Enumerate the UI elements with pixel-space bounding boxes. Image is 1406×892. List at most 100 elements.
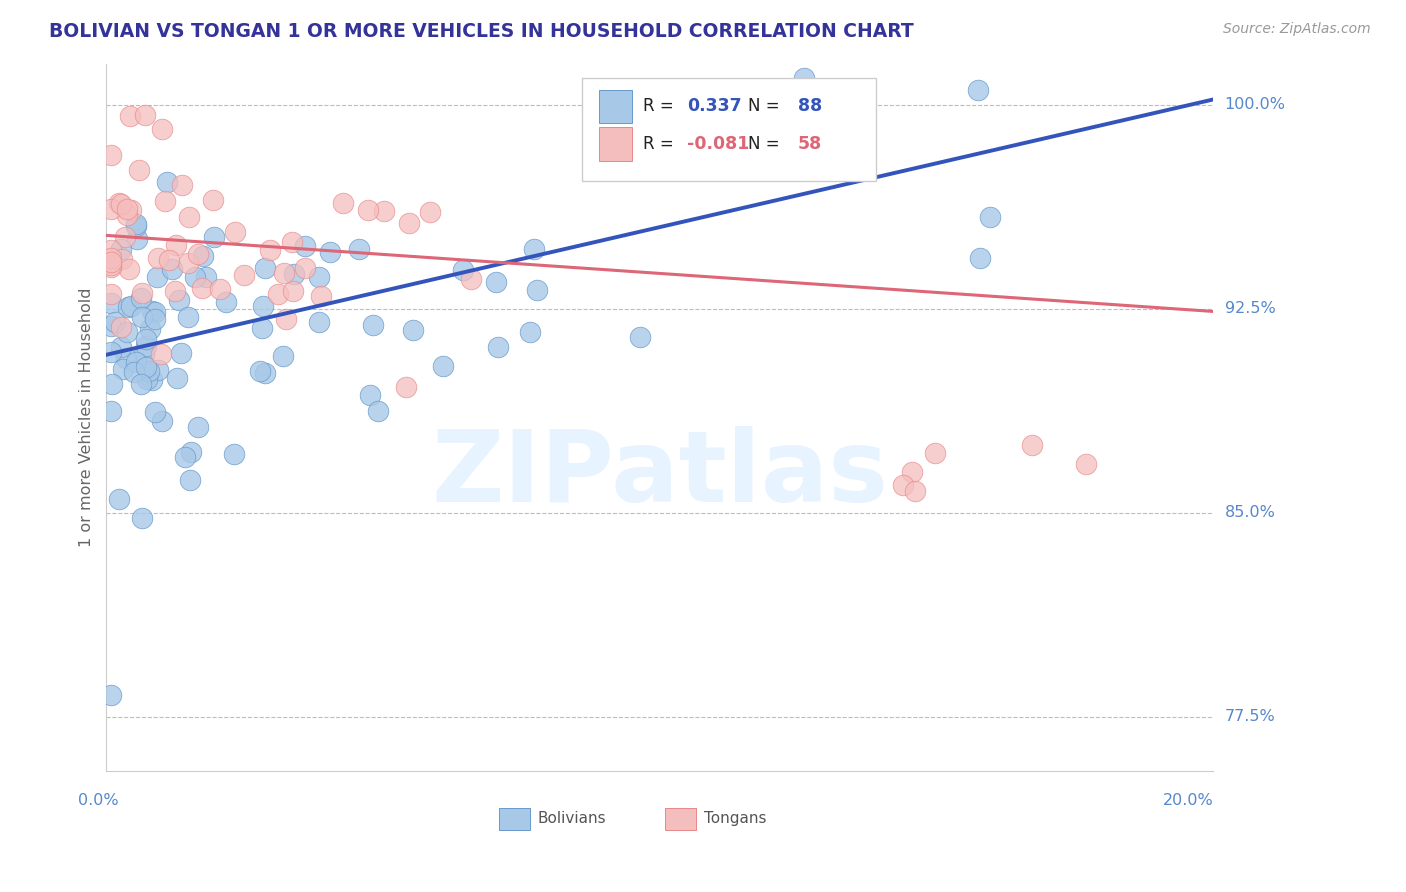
Point xyxy=(523,242,546,256)
Point xyxy=(100,148,122,162)
Text: BOLIVIAN VS TONGAN 1 OR MORE VEHICLES IN HOUSEHOLD CORRELATION CHART: BOLIVIAN VS TONGAN 1 OR MORE VEHICLES IN… xyxy=(49,22,914,41)
Point xyxy=(143,405,166,419)
Point xyxy=(793,70,815,85)
Point xyxy=(146,270,169,285)
Point xyxy=(177,256,200,270)
Point xyxy=(127,231,149,245)
FancyBboxPatch shape xyxy=(582,78,876,181)
Point xyxy=(191,249,214,263)
Point xyxy=(100,345,122,359)
Point xyxy=(191,280,214,294)
Point xyxy=(209,281,232,295)
Point xyxy=(111,252,134,267)
Point xyxy=(250,321,273,335)
Point xyxy=(135,359,157,374)
Point xyxy=(704,91,727,105)
Point xyxy=(138,364,160,378)
Text: Source: ZipAtlas.com: Source: ZipAtlas.com xyxy=(1223,22,1371,37)
Point xyxy=(100,688,122,702)
Point xyxy=(115,326,138,340)
Point xyxy=(163,284,186,298)
Point xyxy=(195,270,218,285)
Point xyxy=(115,208,138,222)
Point xyxy=(273,349,295,363)
Point xyxy=(451,262,474,277)
Point xyxy=(131,511,153,525)
Point xyxy=(967,83,990,97)
Point xyxy=(117,300,139,314)
Point xyxy=(129,292,152,306)
Point xyxy=(141,372,163,386)
Point xyxy=(165,238,187,252)
Point xyxy=(153,194,176,208)
Text: 88: 88 xyxy=(799,97,823,115)
Point xyxy=(125,219,148,233)
Point xyxy=(294,239,316,253)
Point xyxy=(281,285,304,299)
Point xyxy=(110,196,132,211)
Point xyxy=(202,193,225,207)
Point xyxy=(143,305,166,319)
Point xyxy=(131,286,153,301)
Point xyxy=(904,483,927,498)
Point xyxy=(259,243,281,257)
Point xyxy=(460,272,482,286)
Point xyxy=(115,351,138,366)
Point xyxy=(273,266,295,280)
Point xyxy=(100,287,122,301)
Point xyxy=(173,450,195,464)
Point xyxy=(100,260,122,274)
Point xyxy=(891,478,914,492)
Text: Bolivians: Bolivians xyxy=(537,812,606,827)
Point xyxy=(359,388,381,402)
Text: ZIPatlas: ZIPatlas xyxy=(432,425,889,523)
Point xyxy=(283,267,305,281)
Point xyxy=(347,242,370,256)
Point xyxy=(131,310,153,324)
Point xyxy=(108,195,131,210)
Point xyxy=(311,289,333,303)
Point xyxy=(143,312,166,326)
Point xyxy=(628,330,651,344)
Point xyxy=(924,446,946,460)
Point xyxy=(107,491,129,506)
Point xyxy=(110,319,132,334)
Point xyxy=(486,340,509,354)
Text: 0.0%: 0.0% xyxy=(77,793,118,807)
Point xyxy=(308,270,330,285)
Point xyxy=(900,465,922,479)
Text: R =: R = xyxy=(643,97,679,115)
Text: N =: N = xyxy=(748,135,780,153)
Point xyxy=(100,258,122,272)
Point xyxy=(1021,438,1043,452)
Bar xyxy=(599,89,631,123)
Point xyxy=(519,325,541,339)
Point xyxy=(100,202,122,216)
Point xyxy=(125,355,148,369)
Point xyxy=(136,372,159,386)
Point xyxy=(150,414,173,428)
Point xyxy=(100,295,122,310)
Point xyxy=(120,110,142,124)
Point xyxy=(1076,457,1098,471)
Text: 58: 58 xyxy=(799,135,823,153)
Point xyxy=(222,447,245,461)
Point xyxy=(128,162,150,177)
Point xyxy=(139,322,162,336)
Point xyxy=(100,318,122,333)
Point xyxy=(717,130,740,145)
Point xyxy=(232,268,254,283)
Point xyxy=(132,347,155,361)
Point xyxy=(125,217,148,231)
Point xyxy=(104,315,127,329)
Point xyxy=(827,153,849,167)
Point xyxy=(202,230,225,244)
Point xyxy=(267,286,290,301)
Point xyxy=(114,230,136,244)
Text: R =: R = xyxy=(643,135,673,153)
Point xyxy=(398,216,420,230)
Point xyxy=(184,269,207,284)
Text: N =: N = xyxy=(748,97,780,115)
Point xyxy=(308,314,330,328)
Point xyxy=(148,363,170,377)
